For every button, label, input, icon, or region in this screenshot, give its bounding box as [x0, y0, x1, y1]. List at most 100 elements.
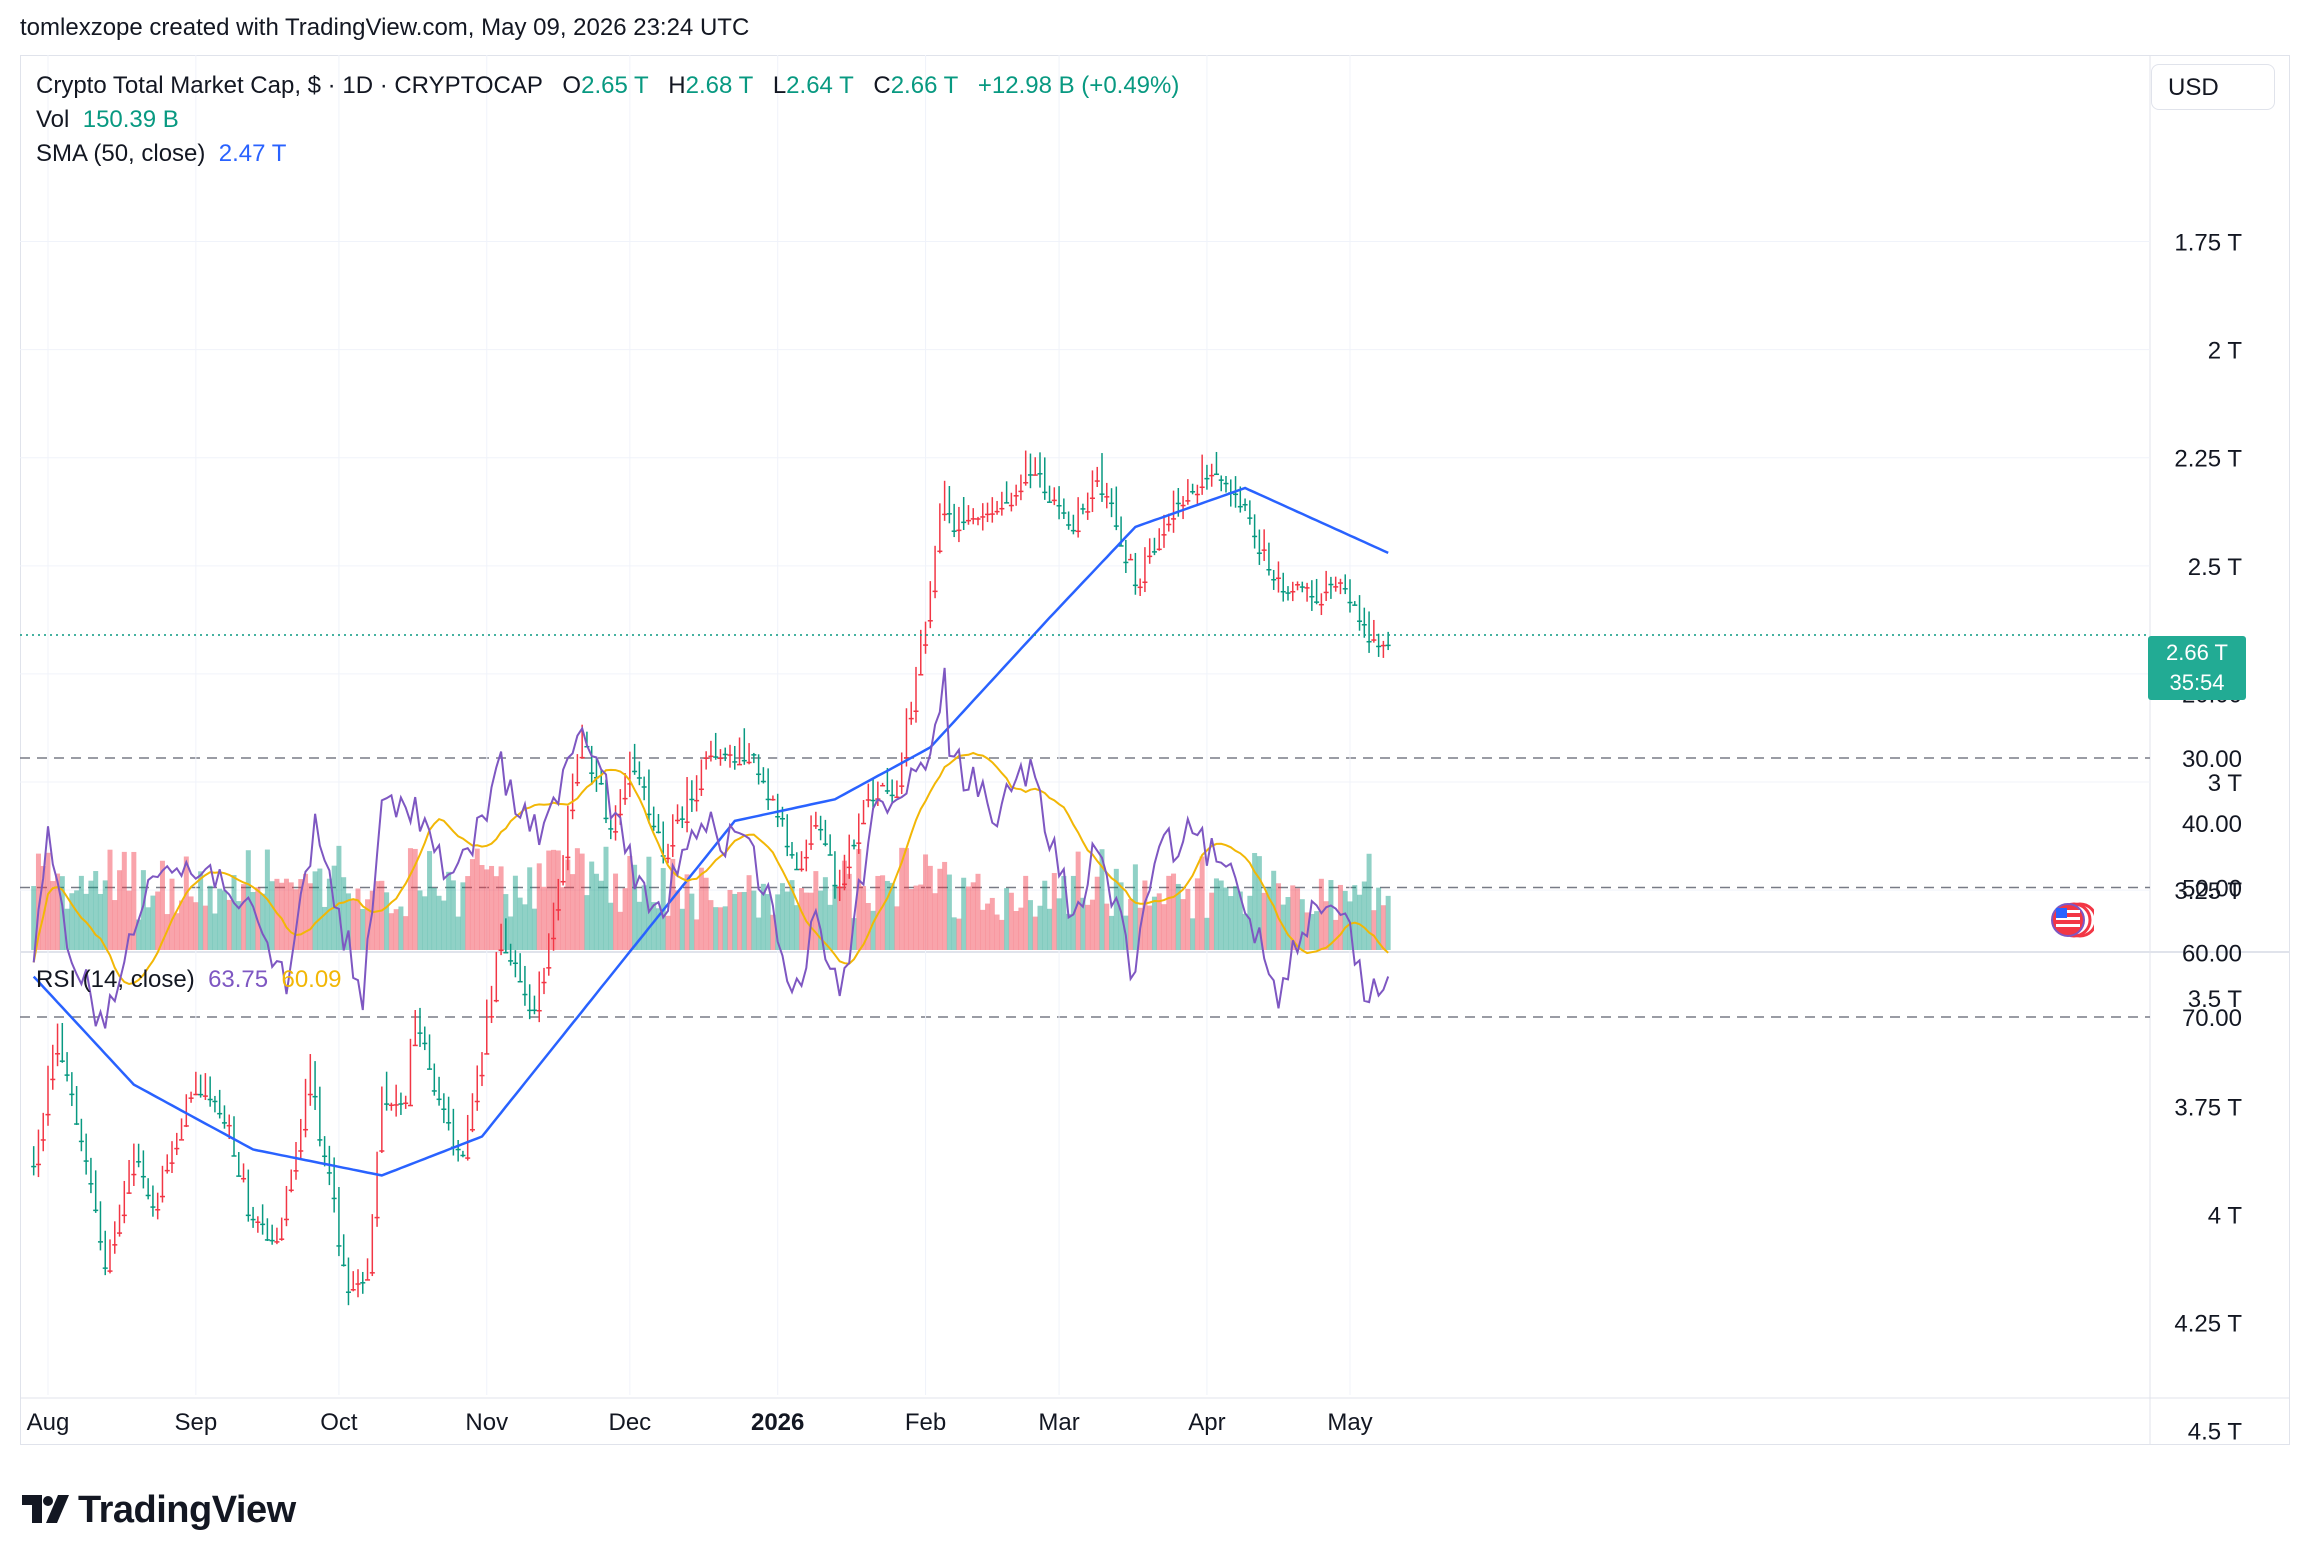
- candle-body: [627, 783, 633, 785]
- candle-body: [97, 1241, 103, 1243]
- volume-bar: [159, 860, 165, 950]
- symbol-title[interactable]: Crypto Total Market Cap, $ · 1D · CRYPTO…: [36, 72, 543, 99]
- volume-bar: [665, 915, 671, 950]
- volume-bar: [1361, 881, 1367, 950]
- volume-bars: [31, 845, 1391, 950]
- volume-bar: [1023, 875, 1029, 950]
- candle-body: [856, 842, 862, 844]
- sma-label[interactable]: SMA (50, close): [36, 140, 206, 167]
- candle-body: [994, 510, 1000, 513]
- candle-body: [527, 1009, 533, 1012]
- volume-label[interactable]: Vol: [36, 106, 70, 133]
- candle-body: [102, 1267, 108, 1269]
- candle-body: [880, 784, 886, 787]
- candle-body: [74, 1123, 80, 1125]
- volume-bar: [565, 859, 571, 950]
- candle-body: [1056, 505, 1062, 507]
- volume-bar: [436, 895, 442, 950]
- volume-bar: [951, 917, 957, 950]
- candle-body: [1137, 586, 1143, 589]
- open-value: 2.65 T: [581, 72, 649, 99]
- candle-body: [384, 1103, 390, 1105]
- rsi-axis-label: 70.00: [2182, 1005, 2242, 1032]
- candle-body: [1380, 644, 1386, 647]
- candle-body: [1266, 568, 1272, 571]
- us-flag-icon[interactable]: [2050, 900, 2094, 940]
- candle-body: [1180, 504, 1186, 507]
- candle-body: [312, 1095, 318, 1098]
- volume-bar: [818, 890, 824, 950]
- volume-bar: [322, 906, 328, 950]
- volume-bar: [1228, 896, 1234, 950]
- candle-body: [1309, 595, 1315, 598]
- candle-body: [155, 1209, 161, 1211]
- volume-bar: [345, 893, 351, 950]
- volume-bar: [55, 873, 61, 950]
- candle-body: [1209, 474, 1215, 477]
- tradingview-logo[interactable]: TradingView: [22, 1488, 296, 1532]
- volume-bar: [965, 886, 971, 950]
- candle-body: [1371, 639, 1377, 641]
- volume-bar: [1042, 880, 1048, 950]
- volume-bar: [1342, 890, 1348, 950]
- candle-body: [241, 1177, 247, 1180]
- candle-body: [775, 815, 781, 818]
- price-axis-label: 2.25 T: [2174, 446, 2242, 473]
- tradingview-logo-icon: [22, 1495, 69, 1523]
- volume-bar: [589, 861, 595, 950]
- volume-bar: [493, 876, 499, 950]
- candle-body: [250, 1218, 256, 1221]
- volume-bar: [450, 880, 456, 950]
- volume-bar: [126, 890, 132, 950]
- last-price-value: 2.66 T: [2166, 640, 2228, 665]
- volume-bar: [489, 865, 495, 950]
- volume-bar: [298, 879, 304, 950]
- candle-body: [1304, 587, 1310, 589]
- volume-bar: [1323, 901, 1329, 950]
- volume-bar: [131, 851, 137, 950]
- candle-body: [546, 967, 552, 969]
- candle-body: [1213, 473, 1219, 476]
- symbol-legend: Crypto Total Market Cap, $ · 1D · CRYPTO…: [36, 72, 1179, 100]
- volume-bar: [136, 919, 142, 950]
- candle-body: [446, 1122, 452, 1124]
- time-axis-label: Sep: [174, 1409, 217, 1436]
- volume-bar: [512, 875, 518, 950]
- candle-body: [164, 1169, 170, 1172]
- candle-body: [407, 1104, 413, 1107]
- candle-body: [1194, 493, 1200, 496]
- candle-body: [522, 993, 528, 996]
- volume-bar: [1171, 873, 1177, 950]
- volume-bar: [388, 913, 394, 950]
- candle-body: [961, 521, 967, 524]
- candle-body: [1190, 491, 1196, 493]
- candle-body: [1256, 552, 1262, 554]
- candle-body: [851, 844, 857, 847]
- candle-body: [784, 845, 790, 848]
- candle-body: [293, 1170, 299, 1172]
- volume-bar: [593, 873, 599, 950]
- candle-body: [1085, 511, 1091, 513]
- volume-bar: [617, 911, 623, 950]
- candle-body: [393, 1104, 399, 1106]
- candle-body: [1366, 640, 1372, 643]
- volume-bar: [112, 900, 118, 950]
- rsi-axis-label: 60.00: [2182, 940, 2242, 967]
- currency-button[interactable]: USD: [2151, 64, 2275, 110]
- candle-body: [1128, 558, 1134, 561]
- volume-bar: [799, 888, 805, 950]
- volume-bar: [1242, 913, 1248, 950]
- volume-bar: [174, 913, 180, 950]
- rsi-label[interactable]: RSI (14, close): [36, 966, 195, 993]
- candle-body: [651, 825, 657, 828]
- candle-body: [1175, 502, 1181, 505]
- price-axis-label: 4.5 T: [2188, 1419, 2243, 1446]
- volume-bar: [613, 873, 619, 950]
- tradingview-wordmark: TradingView: [78, 1488, 296, 1531]
- volume-bar: [1056, 898, 1062, 950]
- high-label: H: [668, 72, 686, 99]
- candle-body: [827, 854, 833, 856]
- candle-body: [183, 1125, 189, 1127]
- candle-body: [269, 1239, 275, 1242]
